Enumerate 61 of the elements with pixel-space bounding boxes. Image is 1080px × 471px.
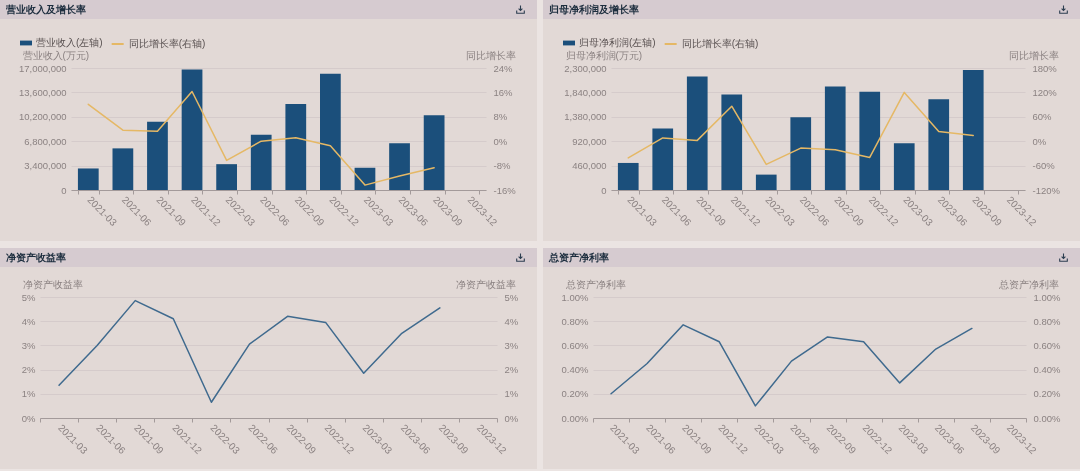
y-tick-label: 2,300,000 (564, 62, 607, 74)
y2-tick-label: 0.80% (1033, 315, 1061, 327)
y-tick-label: 0.80% (561, 315, 590, 327)
chart-title: 总资产净利率 (549, 251, 609, 264)
bar (928, 99, 950, 190)
y-tick-label: 1.00% (561, 291, 590, 303)
bar (617, 162, 639, 190)
line-series (627, 91, 974, 166)
y2-tick-label: 0% (1032, 135, 1047, 147)
y-tick-label: 4% (21, 315, 37, 327)
y2-axis-title: 同比增长率 (1008, 49, 1059, 61)
y2-tick-label: 4% (504, 315, 519, 327)
y-tick-label: 0.00% (561, 412, 590, 424)
y2-tick-label: 0.60% (1033, 339, 1061, 351)
y2-tick-label: 2% (504, 364, 519, 376)
y2-axis-title: 总资产净利率 (997, 278, 1059, 290)
y2-tick-label: 0.00% (1033, 412, 1061, 424)
y-tick-label: 0 (601, 184, 607, 196)
y-tick-label: 0.20% (561, 388, 590, 400)
y-tick-label: 0.40% (561, 364, 590, 376)
bar (755, 174, 777, 190)
bar (859, 91, 881, 190)
line-series (610, 324, 973, 407)
bar (652, 128, 674, 190)
y-tick-label: 1,840,000 (564, 86, 607, 98)
chart-title: 归母净利润及增长率 (549, 3, 639, 16)
y2-tick-label: 0% (504, 412, 519, 424)
y2-axis-title: 净资产收益率 (455, 278, 516, 290)
y-axis-title: 总资产净利率 (564, 278, 626, 290)
bar (824, 86, 846, 190)
y2-tick-label: 0.40% (1033, 364, 1061, 376)
y-tick-label: 3% (21, 339, 37, 351)
y2-tick-label: 5% (504, 291, 519, 303)
y-tick-label: 1% (21, 388, 37, 400)
chart-title: 净资产收益率 (6, 251, 66, 264)
bar (962, 70, 984, 190)
y2-tick-label: 60% (1032, 111, 1053, 123)
y2-tick-label: 1% (504, 388, 519, 400)
y2-tick-label: -120% (1032, 184, 1061, 196)
bar (686, 76, 708, 190)
y-tick-label: 460,000 (572, 160, 607, 172)
y-tick-label: 920,000 (572, 135, 607, 147)
y2-tick-label: 1.00% (1033, 291, 1061, 303)
bar (721, 94, 743, 190)
y-tick-label: 0% (21, 412, 37, 424)
bar (790, 117, 812, 190)
y-tick-label: 1,380,000 (564, 111, 607, 123)
y-axis-title: 归母净利润(万元) (565, 49, 643, 61)
y2-tick-label: 180% (1032, 62, 1058, 74)
y-axis-title: 净资产收益率 (22, 278, 83, 290)
y2-tick-label: 3% (504, 339, 519, 351)
legend-label: 归母净利润(左轴) (579, 37, 656, 48)
legend-label: 同比增长率(右轴) (681, 38, 759, 49)
y-tick-label: 5% (21, 291, 37, 303)
y2-tick-label: -60% (1032, 160, 1056, 172)
y-tick-label: 2% (21, 364, 37, 376)
y2-tick-label: 120% (1032, 86, 1058, 98)
y2-tick-label: 0.20% (1033, 388, 1061, 400)
bar (893, 143, 915, 190)
line-series (58, 299, 441, 404)
y-tick-label: 0.60% (561, 339, 590, 351)
